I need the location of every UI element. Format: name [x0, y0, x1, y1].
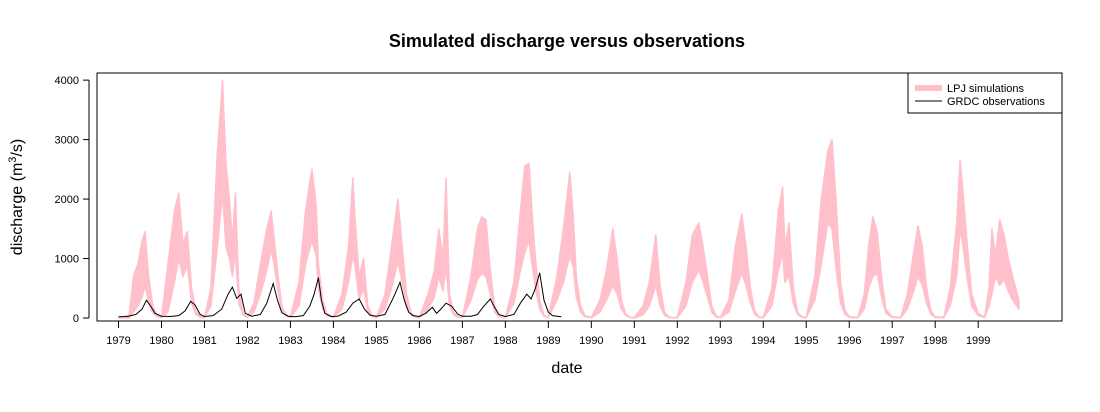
grdc-observations-line: [118, 272, 562, 318]
x-tick-label: 1994: [751, 335, 775, 347]
y-tick-label: 3000: [55, 135, 79, 147]
x-tick-label: 1979: [106, 335, 130, 347]
x-tick-label: 1983: [278, 335, 302, 347]
y-axis-title-sup: 3: [7, 157, 19, 163]
legend-label-lpj-simulations: LPJ simulations: [947, 83, 1025, 95]
y-tick-label: 4000: [55, 75, 79, 87]
y-axis-title: discharge (m3/s): [7, 139, 26, 255]
x-tick-label: 1985: [364, 335, 388, 347]
chart-legend: LPJ simulations GRDC observations: [907, 72, 1063, 114]
y-axis-title-suffix: /s): [9, 139, 26, 157]
x-tick-label: 1989: [536, 335, 560, 347]
legend-label-grdc-observations: GRDC observations: [947, 96, 1045, 108]
x-tick-label: 1980: [149, 335, 173, 347]
x-tick-label: 1984: [321, 335, 345, 347]
x-tick-label: 1991: [622, 335, 646, 347]
y-axis-title-prefix: discharge (m: [9, 163, 26, 255]
x-tick-label: 1995: [794, 335, 818, 347]
legend-box: [907, 72, 1063, 114]
x-tick-label: 1990: [579, 335, 603, 347]
x-tick-label: 1999: [966, 335, 990, 347]
x-axis: 1979 1980 1981 1982 1983 1984 1985 1986 1987 1988…: [106, 320, 990, 347]
x-tick-label: 1981: [192, 335, 216, 347]
y-tick-label: 1000: [55, 254, 79, 266]
simulation-band-layer: [117, 79, 1020, 319]
x-tick-label: 1996: [837, 335, 861, 347]
y-axis: 0 1000 2000 3000 4000: [55, 75, 90, 325]
x-tick-label: 1993: [708, 335, 732, 347]
x-axis-title: date: [551, 360, 582, 377]
x-tick-label: 1997: [880, 335, 904, 347]
x-tick-label: 1986: [407, 335, 431, 347]
y-tick-label: 0: [73, 313, 79, 325]
chart-title: Simulated discharge versus observations: [389, 31, 745, 51]
lpj-simulations-band: [117, 79, 1020, 319]
observation-line-layer: [118, 272, 562, 318]
x-tick-label: 1982: [235, 335, 259, 347]
x-tick-label: 1987: [450, 335, 474, 347]
x-tick-label: 1988: [493, 335, 517, 347]
y-tick-label: 2000: [55, 194, 79, 206]
x-tick-label: 1998: [923, 335, 947, 347]
x-tick-label: 1992: [665, 335, 689, 347]
